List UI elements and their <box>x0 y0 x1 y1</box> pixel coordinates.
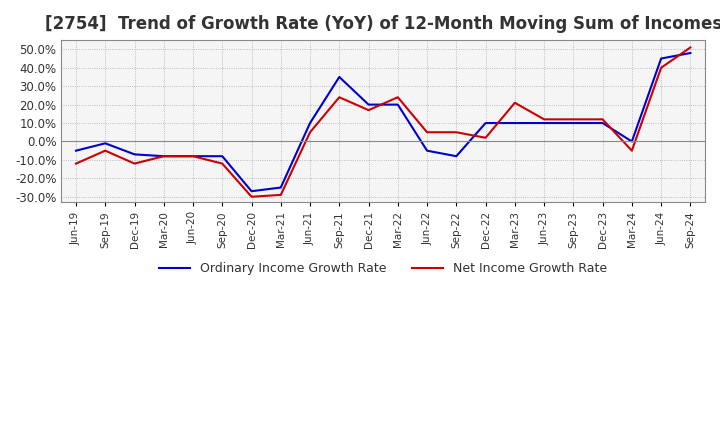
Net Income Growth Rate <box>130 161 139 166</box>
Net Income Growth Rate <box>335 95 343 100</box>
Net Income Growth Rate <box>628 148 636 153</box>
Net Income Growth Rate <box>598 117 607 122</box>
Net Income Growth Rate <box>159 154 168 159</box>
Net Income Growth Rate <box>540 117 549 122</box>
Title: [2754]  Trend of Growth Rate (YoY) of 12-Month Moving Sum of Incomes: [2754] Trend of Growth Rate (YoY) of 12-… <box>45 15 720 33</box>
Ordinary Income Growth Rate <box>101 141 109 146</box>
Ordinary Income Growth Rate <box>394 102 402 107</box>
Net Income Growth Rate <box>364 107 373 113</box>
Net Income Growth Rate <box>247 194 256 199</box>
Ordinary Income Growth Rate <box>189 154 197 159</box>
Net Income Growth Rate <box>189 154 197 159</box>
Ordinary Income Growth Rate <box>598 121 607 126</box>
Ordinary Income Growth Rate <box>569 121 577 126</box>
Net Income Growth Rate <box>452 130 461 135</box>
Net Income Growth Rate <box>657 65 665 70</box>
Ordinary Income Growth Rate <box>72 148 81 153</box>
Ordinary Income Growth Rate <box>481 121 490 126</box>
Net Income Growth Rate <box>481 135 490 140</box>
Ordinary Income Growth Rate <box>686 50 695 55</box>
Ordinary Income Growth Rate <box>364 102 373 107</box>
Net Income Growth Rate <box>569 117 577 122</box>
Ordinary Income Growth Rate <box>130 152 139 157</box>
Net Income Growth Rate <box>101 148 109 153</box>
Net Income Growth Rate <box>394 95 402 100</box>
Ordinary Income Growth Rate <box>335 74 343 80</box>
Ordinary Income Growth Rate <box>657 56 665 61</box>
Net Income Growth Rate <box>218 161 227 166</box>
Ordinary Income Growth Rate <box>452 154 461 159</box>
Ordinary Income Growth Rate <box>276 185 285 190</box>
Ordinary Income Growth Rate <box>628 139 636 144</box>
Ordinary Income Growth Rate <box>247 189 256 194</box>
Ordinary Income Growth Rate <box>423 148 431 153</box>
Ordinary Income Growth Rate <box>159 154 168 159</box>
Ordinary Income Growth Rate <box>218 154 227 159</box>
Ordinary Income Growth Rate <box>306 121 315 126</box>
Ordinary Income Growth Rate <box>540 121 549 126</box>
Net Income Growth Rate <box>276 192 285 198</box>
Net Income Growth Rate <box>72 161 81 166</box>
Legend: Ordinary Income Growth Rate, Net Income Growth Rate: Ordinary Income Growth Rate, Net Income … <box>154 257 612 280</box>
Net Income Growth Rate <box>686 45 695 50</box>
Line: Ordinary Income Growth Rate: Ordinary Income Growth Rate <box>76 53 690 191</box>
Line: Net Income Growth Rate: Net Income Growth Rate <box>76 48 690 197</box>
Net Income Growth Rate <box>423 130 431 135</box>
Net Income Growth Rate <box>510 100 519 106</box>
Ordinary Income Growth Rate <box>510 121 519 126</box>
Net Income Growth Rate <box>306 130 315 135</box>
